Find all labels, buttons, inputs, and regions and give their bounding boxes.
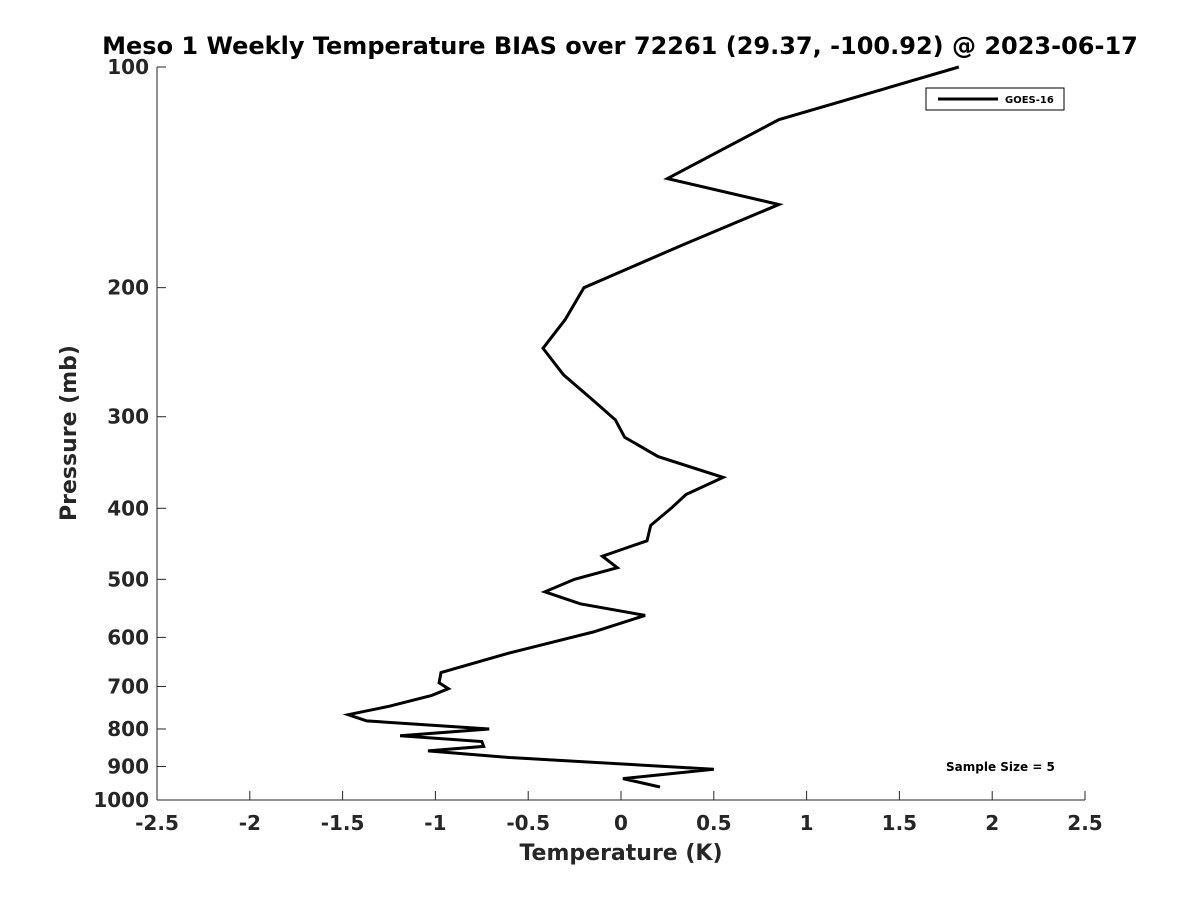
sample-size-annotation: Sample Size = 5 [946,760,1055,774]
x-tick-label: 1 [800,811,814,835]
x-tick-label: -2.5 [135,811,179,835]
x-tick-label: 2.5 [1067,811,1102,835]
x-tick-label: -1 [424,811,446,835]
series-line-goes-16 [342,65,960,789]
x-tick-label: -1.5 [321,811,365,835]
x-tick-label: 1.5 [882,811,917,835]
y-axis-ticks: 100 200 300 400 500 600 700 800 900 1000 [93,55,166,812]
x-tick-label: -2 [239,811,261,835]
y-axis-label: Pressure (mb) [57,345,82,521]
y-tick-label: 200 [107,276,149,300]
x-tick-label: 0.5 [696,811,731,835]
y-tick-label: 400 [107,496,149,520]
y-tick-label: 600 [107,625,149,649]
y-tick-label: 800 [107,717,149,741]
x-axis-ticks: -2.5 -2 -1.5 -1 -0.5 0 0.5 1 1.5 2 2.5 [135,791,1103,835]
x-tick-label: 2 [985,811,999,835]
y-tick-label: 700 [107,674,149,698]
y-tick-label: 300 [107,405,149,429]
legend-label-goes-16: GOES-16 [1005,95,1054,106]
chart-title: Meso 1 Weekly Temperature BIAS over 7226… [102,32,1138,60]
y-tick-label: 900 [107,754,149,778]
y-tick-label: 500 [107,567,149,591]
x-tick-label: 0 [614,811,628,835]
legend: GOES-16 [925,87,1065,111]
x-axis-label: Temperature (K) [519,841,722,866]
x-tick-label: -0.5 [506,811,550,835]
y-tick-label: 100 [107,55,149,79]
y-tick-label: 1000 [93,788,149,812]
